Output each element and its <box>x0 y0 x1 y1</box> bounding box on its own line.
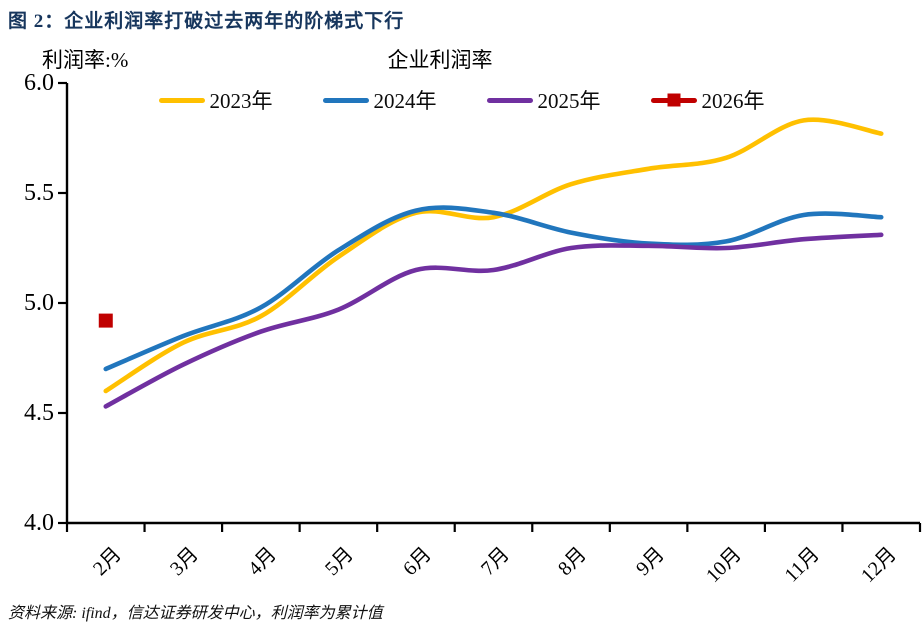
chart-legend: 2023年 2024年 2025年 2026年 <box>30 85 893 115</box>
y-tick-label: 4.5 <box>24 400 54 426</box>
legend-label: 2025年 <box>537 89 601 113</box>
legend-item-2026年: 2026年 <box>650 85 765 115</box>
y-tick-label: 6.0 <box>24 70 54 96</box>
y-tick-label: 5.0 <box>24 290 54 316</box>
legend-item-2023年: 2023年 <box>158 85 273 115</box>
series-line-2025年 <box>103 232 884 409</box>
legend-item-2024年: 2024年 <box>322 85 437 115</box>
legend-label: 2024年 <box>373 89 437 113</box>
y-axis-unit-label: 利润率:% <box>42 48 129 72</box>
figure-title: 图 2：企业利润率打破过去两年的阶梯式下行 <box>8 11 405 32</box>
legend-swatch <box>322 97 369 103</box>
legend-item-2025年: 2025年 <box>486 85 601 115</box>
series-line-2023年 <box>103 117 884 394</box>
series-marker-2026年 <box>98 313 113 328</box>
legend-swatch <box>158 97 205 103</box>
legend-swatch <box>650 93 697 107</box>
legend-marker-square <box>667 93 680 107</box>
legend-label: 2026年 <box>701 89 765 113</box>
y-tick-label: 5.5 <box>24 180 54 206</box>
chart-title: 企业利润率 <box>387 48 493 72</box>
legend-swatch <box>486 97 533 103</box>
legend-label: 2023年 <box>209 89 273 113</box>
series-line-2024年 <box>103 205 884 372</box>
y-tick-label: 4.0 <box>24 510 54 536</box>
source-note: 资料来源: ifind，信达证券研发中心，利润率为累计值 <box>8 605 383 622</box>
